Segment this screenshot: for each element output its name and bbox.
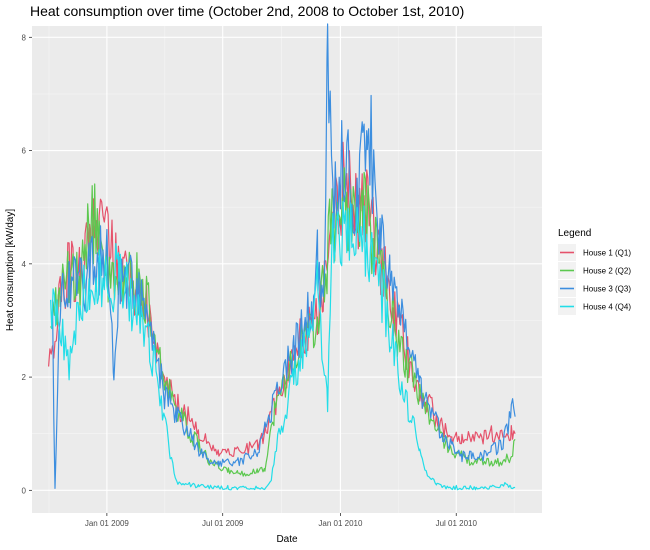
series-line-house-3 — [51, 23, 516, 489]
series-line-house-4 — [50, 200, 516, 491]
y-tick-label: 0 — [22, 486, 27, 495]
y-tick-label: 8 — [22, 33, 27, 42]
legend: Legend House 1 (Q1) House 2 (Q2) House 3 (… — [558, 228, 631, 315]
y-tick-label: 6 — [22, 147, 27, 156]
x-tick-label: Jul 01 2009 — [202, 519, 244, 528]
legend-title: Legend — [558, 228, 591, 239]
y-axis: 0 2 4 6 8 — [22, 33, 32, 495]
x-tick-label: Jan 01 2010 — [318, 519, 363, 528]
x-tick-label: Jan 01 2009 — [85, 519, 130, 528]
chart-title: Heat consumption over time (October 2nd,… — [30, 3, 464, 19]
x-axis: Jan 01 2009 Jul 01 2009 Jan 01 2010 Jul 01 … — [85, 513, 478, 528]
y-tick-label: 2 — [22, 373, 27, 382]
y-axis-title: Heat consumption [kW/day] — [5, 209, 16, 331]
legend-label-house-1: House 1 (Q1) — [583, 249, 631, 258]
y-tick-label: 4 — [22, 260, 27, 269]
legend-label-house-4: House 4 (Q4) — [583, 303, 631, 312]
minor-gridlines — [32, 26, 542, 513]
series-lines — [48, 23, 516, 491]
x-tick-label: Jul 01 2010 — [436, 519, 478, 528]
legend-label-house-2: House 2 (Q2) — [583, 267, 631, 276]
x-axis-title: Date — [276, 534, 298, 545]
legend-label-house-3: House 3 (Q3) — [583, 285, 631, 294]
